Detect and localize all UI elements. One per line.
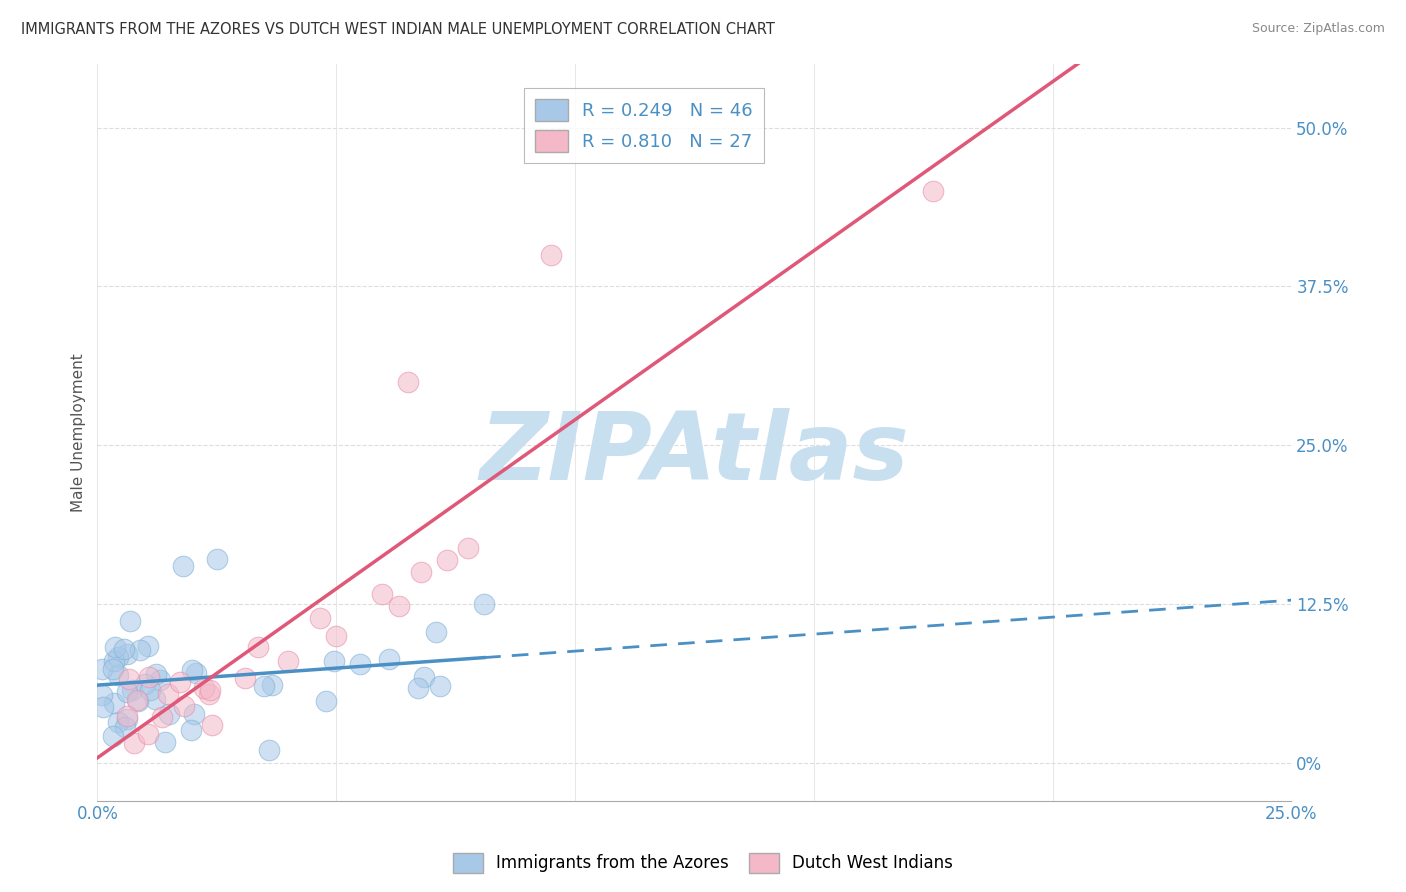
Point (198, 682, 221, 697)
Point (388, 599, 411, 614)
Point (103, 654, 125, 668)
Point (180, 663, 202, 677)
Point (138, 670, 160, 684)
Point (91, 699, 114, 714)
Point (121, 682, 143, 697)
Point (180, 723, 202, 737)
Point (377, 652, 399, 666)
Point (103, 696, 125, 710)
Point (104, 640, 127, 655)
Text: ZIPAtlas: ZIPAtlas (479, 409, 910, 500)
Point (184, 666, 207, 681)
Point (115, 647, 138, 661)
Point (120, 614, 142, 628)
Point (253, 679, 276, 693)
Point (396, 375, 419, 389)
Point (136, 640, 159, 654)
Point (922, 184, 945, 198)
Point (139, 682, 162, 697)
Point (101, 663, 124, 677)
Point (157, 706, 180, 721)
Text: IMMIGRANTS FROM THE AZORES VS DUTCH WEST INDIAN MALE UNEMPLOYMENT CORRELATION CH: IMMIGRANTS FROM THE AZORES VS DUTCH WEST… (21, 22, 775, 37)
Point (136, 727, 159, 741)
Point (277, 654, 299, 668)
Point (183, 706, 205, 721)
Legend: Immigrants from the Azores, Dutch West Indians: Immigrants from the Azores, Dutch West I… (446, 847, 960, 880)
Point (156, 687, 179, 701)
Point (127, 693, 149, 707)
Point (198, 687, 221, 701)
Point (153, 735, 176, 749)
Point (472, 597, 495, 611)
Point (107, 715, 129, 730)
Point (149, 673, 172, 688)
Point (169, 674, 191, 689)
Point (91, 662, 114, 676)
Point (260, 678, 283, 692)
Point (107, 649, 129, 664)
Point (201, 718, 224, 732)
Point (143, 692, 166, 706)
Point (247, 640, 270, 655)
Point (112, 642, 135, 657)
Point (145, 666, 167, 681)
Point (115, 685, 138, 699)
Point (172, 558, 194, 573)
Point (457, 541, 479, 556)
Point (309, 611, 332, 625)
Point (122, 736, 145, 750)
Point (436, 553, 458, 567)
Point (117, 672, 139, 686)
Point (429, 679, 451, 693)
Point (128, 643, 150, 657)
Point (325, 628, 347, 642)
Point (205, 552, 228, 566)
Point (349, 657, 371, 672)
Point (406, 681, 429, 696)
Point (134, 676, 156, 690)
Legend: R = 0.249   N = 46, R = 0.810   N = 27: R = 0.249 N = 46, R = 0.810 N = 27 (524, 87, 763, 162)
Y-axis label: Male Unemployment: Male Unemployment (72, 353, 86, 512)
Point (91, 688, 114, 702)
Point (259, 743, 281, 757)
Point (127, 694, 149, 708)
Point (411, 566, 433, 580)
Point (115, 712, 138, 726)
Point (540, 247, 562, 261)
Point (107, 667, 129, 681)
Point (425, 624, 447, 639)
Point (150, 710, 173, 724)
Point (233, 671, 256, 685)
Point (371, 587, 394, 601)
Point (101, 729, 124, 743)
Point (173, 698, 195, 713)
Point (193, 681, 215, 696)
Point (322, 654, 344, 668)
Point (114, 720, 136, 734)
Point (115, 709, 138, 723)
Point (315, 694, 337, 708)
Point (412, 670, 434, 684)
Text: Source: ZipAtlas.com: Source: ZipAtlas.com (1251, 22, 1385, 36)
